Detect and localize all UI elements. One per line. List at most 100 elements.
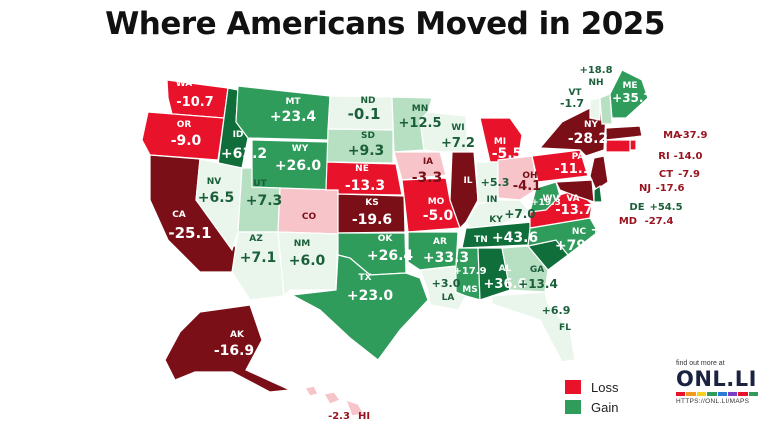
map-title: Where Americans Moved in 2025 [105, 6, 665, 42]
state-co[interactable] [277, 187, 339, 235]
state-ny[interactable] [538, 107, 607, 157]
state-value-ak: -16.9 [214, 343, 254, 359]
state-value-id: +63.2 [221, 146, 267, 162]
state-value-or: -9.0 [171, 133, 202, 149]
state-code-al: AL [499, 264, 512, 274]
state-code-tx: TX [358, 273, 371, 283]
legend-gain-label: Gain [591, 399, 619, 415]
state-code-va: VA [566, 194, 579, 204]
state-nj[interactable] [589, 155, 609, 191]
legend: Loss Gain [565, 377, 618, 417]
state-code-in: IN [487, 195, 498, 205]
state-code-ne: NE [355, 164, 369, 174]
state-nh[interactable] [599, 93, 613, 125]
state-nv[interactable] [195, 158, 243, 252]
state-code-ms: MS [462, 285, 477, 295]
state-value-wy: +26.0 [275, 158, 322, 174]
state-code-ct: CT [659, 169, 673, 180]
state-code-la: LA [442, 293, 455, 303]
state-value-pa: -11.1 [554, 162, 591, 177]
state-value-ri: -14.0 [674, 151, 703, 162]
state-value-ar: +33.3 [423, 250, 469, 266]
state-code-tn: TN [474, 235, 488, 245]
state-tx[interactable] [290, 254, 429, 361]
state-ak[interactable] [164, 304, 293, 393]
state-value-de: +54.5 [649, 202, 682, 213]
state-value-tx: +23.0 [347, 288, 394, 304]
state-code-mo: MO [428, 197, 445, 207]
state-value-ut: +7.3 [246, 193, 283, 209]
state-code-mt: MT [285, 97, 301, 107]
state-value-nh: +18.8 [579, 65, 612, 76]
state-value-ks: -19.6 [352, 212, 392, 228]
state-mt[interactable] [235, 85, 331, 141]
state-code-ma: MA [663, 130, 681, 141]
state-value-sc: +79.7 [555, 238, 601, 254]
state-code-ks: KS [365, 198, 378, 208]
state-value-al: +36.6 [484, 277, 527, 292]
state-ks[interactable] [337, 193, 406, 234]
state-al[interactable] [477, 247, 511, 301]
legend-item-loss: Loss [565, 377, 618, 397]
state-ga[interactable] [501, 245, 549, 293]
state-wv[interactable] [529, 181, 561, 213]
state-value-nd: -0.1 [348, 105, 381, 123]
state-sd[interactable] [326, 128, 394, 164]
state-value-mn: +12.5 [399, 116, 442, 131]
state-nm[interactable] [277, 231, 339, 298]
state-value-nj: -17.6 [656, 183, 685, 194]
state-value-mo: -5.0 [423, 208, 454, 224]
state-az[interactable] [231, 231, 285, 301]
state-ct[interactable] [605, 139, 631, 153]
loss-swatch [565, 380, 581, 394]
state-code-nh: NH [588, 78, 603, 88]
state-value-md: -27.4 [645, 216, 674, 227]
state-value-me: +35.7 [612, 91, 652, 105]
brand-url: HTTPS://ONL.LI/MAPS [676, 398, 750, 405]
state-value-wv: +19.3 [531, 198, 561, 208]
state-ia[interactable] [393, 151, 447, 181]
state-value-wa: -10.7 [176, 95, 213, 110]
state-code-co: CO [302, 212, 317, 222]
state-code-nc: NC [572, 227, 587, 237]
state-value-ct: -7.9 [678, 169, 700, 180]
gain-swatch [565, 400, 581, 414]
state-code-de: DE [629, 202, 644, 213]
state-code-or: OR [177, 120, 192, 130]
state-value-nv: +6.5 [198, 190, 235, 206]
state-ri[interactable] [629, 139, 637, 151]
state-value-in: +5.3 [481, 176, 510, 189]
state-value-wi: +7.2 [441, 136, 475, 151]
brand-cta: find out more at [676, 360, 725, 367]
state-me[interactable] [609, 69, 649, 119]
brand-block[interactable]: find out more at ONL.LI HTTPS://ONL.LI/M… [676, 360, 766, 405]
state-value-hi: -2.3 [328, 411, 350, 422]
state-code-vt: VT [568, 88, 582, 98]
state-oh[interactable] [497, 155, 539, 201]
state-value-ky: +7.0 [504, 207, 535, 221]
state-value-ms: +17.9 [453, 266, 486, 277]
state-md[interactable] [555, 179, 595, 203]
state-code-ok: OK [378, 234, 394, 244]
state-code-ia: IA [423, 157, 433, 167]
state-fl[interactable] [491, 291, 576, 363]
state-value-ok: +26.4 [367, 248, 414, 264]
state-value-ne: -13.3 [345, 178, 385, 194]
state-vt[interactable] [589, 97, 601, 121]
state-code-mi: MI [494, 137, 506, 147]
state-code-wy: WY [292, 144, 309, 154]
state-code-pa: PA [572, 152, 585, 162]
state-pa[interactable] [531, 149, 589, 183]
state-code-ar: AR [433, 237, 447, 247]
state-code-hi: HI [358, 411, 370, 422]
state-mi[interactable] [479, 117, 523, 163]
state-value-oh: -4.1 [513, 179, 541, 194]
state-code-ga: GA [530, 265, 544, 275]
state-hi[interactable] [304, 385, 365, 417]
state-code-me: ME [622, 81, 637, 91]
state-ma[interactable] [605, 125, 643, 141]
state-value-fl: +6.9 [542, 304, 571, 317]
state-code-fl: FL [559, 323, 571, 333]
state-value-mt: +23.4 [270, 109, 317, 125]
state-wi[interactable] [419, 111, 469, 153]
